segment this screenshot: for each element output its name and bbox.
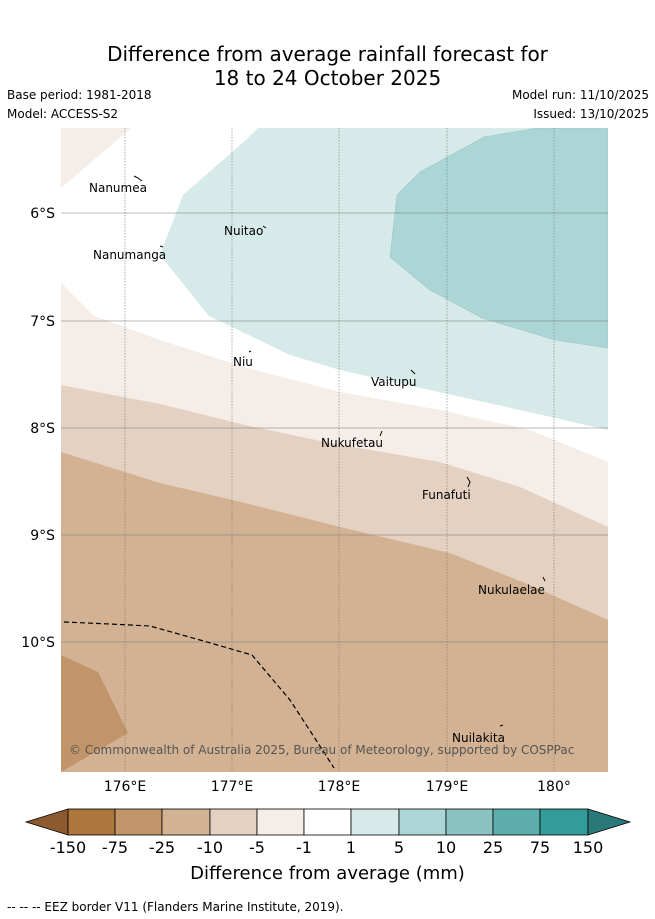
colorbar-tick-5: 5 [393,838,405,857]
label-nuilakita: Nuilakita [452,731,505,745]
band-dry-10-25 [61,452,608,772]
island-nanumea [133,175,143,182]
colorbar-seg-neg25-10 [161,808,211,836]
lon-label-176e: 176°E [104,779,147,795]
label-nukulaelae: Nukulaelae [478,583,545,597]
colorbar-tick-10: 10 [435,838,457,857]
lat-label-7s: 7°S [30,314,55,330]
label-niu: Niu [233,355,253,369]
colorbar-title: Difference from average (mm) [190,863,465,884]
issued-date: Issued: 13/10/2025 [533,107,649,121]
island-nuitao [262,225,267,229]
lat-axis: 6°S 7°S 8°S 9°S 10°S [21,206,55,651]
band-wet-5-10 [389,128,608,349]
place-labels: Nanumea Nuitao Nanumanga Niu Vaitupu Nuk… [89,181,545,745]
colorbar-seg-neg5-1 [256,808,305,836]
lat-label-10s: 10°S [21,635,55,651]
colorbar-tick-neg10: -10 [196,838,224,857]
gridlines [61,128,608,772]
colorbar-seg-neg1-1 [303,808,352,836]
island-nanumanga [159,245,164,248]
colorbar-low-extend [24,808,69,836]
colorbar-tick-150: 150 [572,838,604,857]
lon-axis: 176°E 177°E 178°E 179°E 180° [104,779,571,795]
colorbar-tick-75: 75 [529,838,551,857]
base-period: Base period: 1981-2018 [7,88,152,102]
title-line-1: Difference from average rainfall forecas… [107,42,548,66]
colorbar-tick-1: 1 [345,838,357,857]
colorbar-seg-5-10 [398,808,447,836]
label-nanumanga: Nanumanga [93,248,166,262]
colorbar-tick-neg150: -150 [49,838,87,857]
island-funafuti [466,476,471,488]
label-vaitupu: Vaitupu [371,375,417,389]
lat-label-8s: 8°S [30,421,55,437]
colorbar-tick-neg1: -1 [296,838,312,857]
colorbar-seg-neg10-5 [209,808,258,836]
island-vaitupu [410,369,416,375]
label-funafuti: Funafuti [422,488,471,502]
colorbar-seg-neg150-75 [67,808,116,836]
model-name: Model: ACCESS-S2 [7,107,119,121]
colorbar-tick-neg75: -75 [101,838,129,857]
island-marks [133,175,546,727]
lon-label-177e: 177°E [211,779,254,795]
colorbar-seg-10-25 [445,808,494,836]
label-nukufetau: Nukufetau [321,436,383,450]
lon-label-179e: 179°E [426,779,469,795]
island-nukufetau [379,430,383,437]
label-nuitao: Nuitao [224,224,263,238]
model-run: Model run: 11/10/2025 [511,88,649,102]
island-niu [248,350,252,353]
rainfall-contours [61,128,608,772]
colorbar-tick-25: 25 [482,838,504,857]
copyright-notice: © Commonwealth of Australia 2025, Bureau… [69,743,574,757]
colorbar [24,808,632,836]
colorbar-tick-neg5: -5 [249,838,265,857]
island-nukulaelae [542,576,546,582]
eez-border [63,621,335,769]
lon-label-180: 180° [537,779,571,795]
colorbar-tick-neg25: -25 [148,838,176,857]
band-dry-25-75 [61,655,128,772]
colorbar-seg-neg75-25 [114,808,163,836]
colorbar-seg-1-5 [350,808,400,836]
title-line-2: 18 to 24 October 2025 [213,66,442,90]
lat-label-6s: 6°S [30,206,55,222]
colorbar-seg-25-75 [492,808,541,836]
colorbar-high-extend [587,808,632,836]
lat-label-9s: 9°S [30,528,55,544]
band-dry-topleft [61,128,131,188]
lon-label-178e: 178°E [318,779,361,795]
colorbar-seg-75-150 [539,808,589,836]
eez-footnote: -- -- -- EEZ border V11 (Flanders Marine… [7,900,344,914]
island-nuilakita [499,724,504,727]
label-nanumea: Nanumea [89,181,147,195]
